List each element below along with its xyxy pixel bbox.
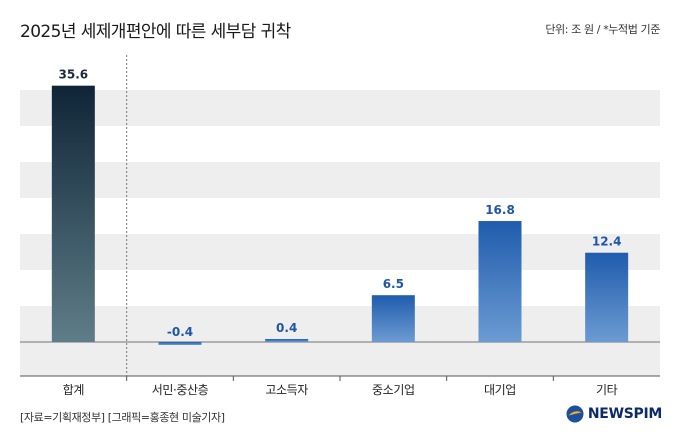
chart-title: 2025년 세제개편안에 따른 세부담 귀착 [20, 22, 291, 42]
data-label: 35.6 [59, 68, 89, 82]
category-label: 기타 [596, 383, 618, 397]
logo-text: NEWSPIM [587, 406, 662, 422]
axes [20, 55, 660, 381]
newspim-logo-icon [566, 405, 584, 423]
category-label: 서민·중산층 [152, 383, 209, 397]
grid-band [20, 234, 660, 270]
category-label: 합계 [63, 383, 84, 397]
category-label: 대기업 [484, 383, 516, 397]
bar [478, 221, 522, 342]
bar [371, 295, 415, 342]
category-labels: 합계 서민·중산층 고소득자 중소기업 대기업 기타 [63, 383, 618, 397]
bar [51, 85, 95, 343]
bar [265, 339, 309, 342]
source-credit: [자료=기획재정부] [그래픽=홍종현 미술기자] [20, 411, 225, 424]
grid-band [20, 342, 660, 376]
bar [585, 252, 629, 342]
unit-note: 단위: 조 원 / *누적법 기준 [545, 23, 660, 36]
grid-band [20, 90, 660, 126]
data-label: 12.4 [592, 235, 622, 249]
grid-band [20, 162, 660, 198]
grid-band [20, 306, 660, 342]
bar [158, 342, 202, 345]
grid-bands [20, 90, 660, 376]
category-label: 중소기업 [372, 383, 415, 397]
newspim-logo: NEWSPIM [566, 405, 662, 423]
category-label: 고소득자 [265, 383, 308, 397]
bars [51, 85, 629, 345]
data-label: -0.4 [167, 325, 193, 339]
bar-chart: 35.6 -0.4 0.4 6.5 16.8 12.4 합계 서민·중산층 고소득자 중소기업 대… [20, 55, 660, 397]
value-labels: 35.6 -0.4 0.4 6.5 16.8 12.4 [59, 68, 622, 339]
data-label: 0.4 [276, 321, 297, 335]
data-label: 16.8 [485, 203, 515, 217]
data-label: 6.5 [383, 277, 404, 291]
